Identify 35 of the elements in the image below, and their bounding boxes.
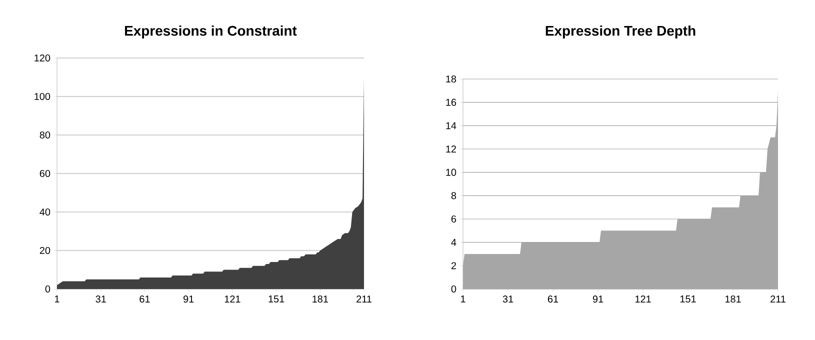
x-tick-label: 121	[635, 296, 651, 302]
y-tick-label: 20	[40, 246, 50, 254]
x-tick-label: 151	[268, 296, 284, 302]
y-tick-label: 16	[446, 98, 456, 106]
x-tick-label: 1	[461, 296, 466, 302]
x-tick-label: 121	[224, 296, 240, 302]
y-tick-label: 8	[451, 192, 456, 200]
x-tick-label: 61	[140, 296, 150, 303]
y-tick-label: 0	[451, 285, 456, 293]
x-tick-label: 31	[96, 296, 106, 303]
y-tick-label: 14	[446, 122, 456, 130]
x-tick-label: 31	[502, 296, 514, 303]
y-tick-label: 80	[40, 131, 50, 139]
y-tick-label: 4	[451, 238, 456, 246]
x-tick-label: 61	[548, 296, 558, 303]
y-tick-label: 60	[40, 170, 50, 178]
chart-title: Expressions in Constraint	[125, 26, 297, 38]
x-tick-label: 1	[54, 296, 60, 302]
x-tick-label: 91	[184, 296, 194, 303]
x-tick-label: 181	[725, 296, 741, 303]
x-tick-label: 211	[356, 296, 372, 302]
y-tick-label: 0	[45, 285, 50, 293]
y-tick-label: 10	[446, 168, 456, 176]
y-tick-label: 12	[446, 146, 456, 152]
x-tick-label: 151	[680, 296, 696, 302]
x-tick-label: 91	[592, 296, 604, 303]
x-tick-label: 181	[312, 296, 328, 303]
y-tick-label: 2	[451, 262, 456, 270]
y-tick-label: 40	[40, 208, 50, 216]
y-tick-label: 6	[451, 215, 456, 223]
chart-title: Expression Tree Depth	[546, 25, 696, 38]
y-tick-label: 120	[34, 54, 50, 62]
y-tick-label: 100	[34, 92, 50, 100]
y-tick-label: 18	[446, 75, 456, 83]
x-tick-label: 211	[770, 296, 786, 302]
